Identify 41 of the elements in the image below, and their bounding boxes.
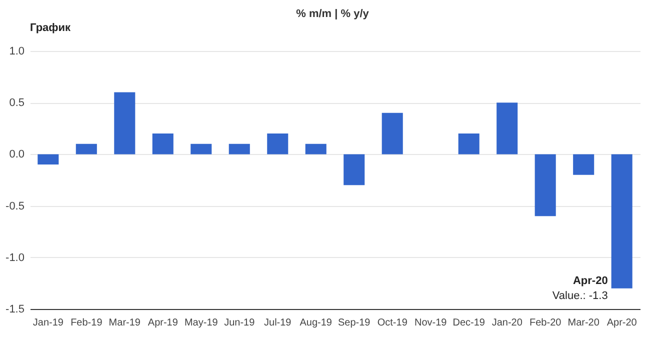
bar — [344, 154, 365, 186]
bar — [190, 144, 212, 154]
y-tick-label: 1.0 — [9, 46, 24, 58]
bar — [76, 144, 97, 154]
bar — [38, 154, 59, 165]
x-tick-label: Apr-19 — [148, 318, 178, 328]
bar — [496, 102, 518, 154]
x-tick-label: Feb-19 — [70, 318, 103, 328]
y-tick-label: -0.5 — [6, 200, 24, 212]
chart-title: График — [30, 22, 72, 34]
x-tick-label: Mar-19 — [108, 318, 141, 328]
x-tick-label: Jan-20 — [492, 318, 523, 328]
y-tick-label: 0.0 — [9, 148, 24, 161]
x-tick-label: Jul-19 — [264, 318, 292, 328]
y-tick-label: 0.5 — [9, 97, 24, 110]
annotation: Value.: -1.3 — [552, 290, 608, 302]
x-tick-label: Jun-19 — [224, 318, 256, 328]
bar — [573, 154, 594, 175]
x-tick-label: Sep-19 — [338, 318, 371, 328]
x-tick-label: Oct-19 — [377, 318, 408, 328]
x-tick-label: Mar-20 — [568, 318, 600, 328]
text: % m/m | % y/y — [296, 8, 369, 20]
bar — [228, 144, 250, 154]
annotation: Apr-20 — [572, 274, 608, 287]
bar — [305, 144, 326, 154]
bar — [114, 92, 136, 154]
y-tick-label: -1.5 — [6, 304, 24, 316]
x-tick-label: Nov-19 — [414, 318, 448, 328]
x-tick-label: Aug-19 — [300, 318, 332, 328]
bar — [382, 112, 403, 154]
x-tick-label: Dec-19 — [452, 318, 486, 328]
x-tick-label: May-19 — [184, 318, 218, 328]
x-tick-label: Apr-20 — [606, 318, 638, 328]
bar — [152, 134, 174, 154]
x-tick-label: Jan-19 — [32, 318, 64, 328]
bar — [611, 154, 632, 288]
x-tick-label: Feb-20 — [530, 318, 562, 328]
bar — [458, 134, 480, 154]
bar — [534, 154, 556, 216]
y-tick-label: -1.0 — [6, 252, 24, 264]
bar — [267, 134, 288, 154]
